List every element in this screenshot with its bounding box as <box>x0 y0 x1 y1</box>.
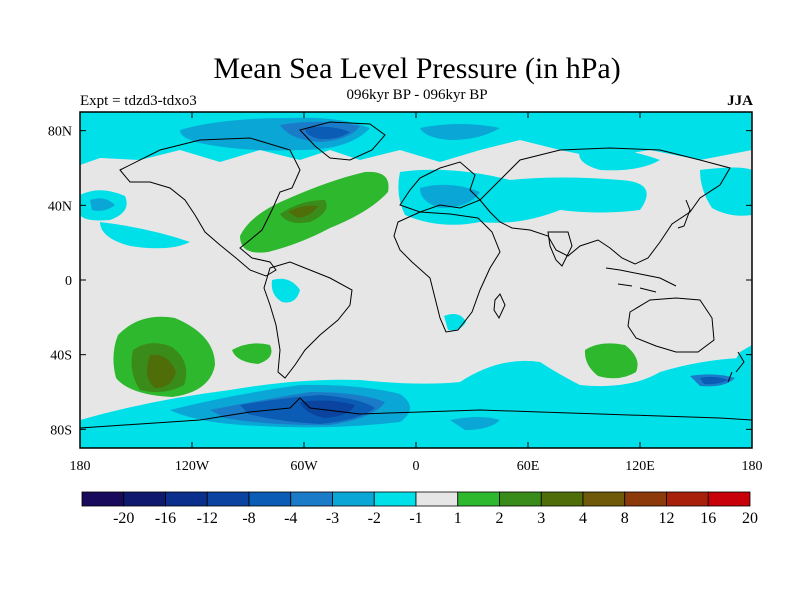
colorbar-label: 12 <box>659 510 675 527</box>
eurasia-anomaly <box>398 148 752 225</box>
colorbar-swatch <box>499 491 542 507</box>
period-label: 096kyr BP - 096kyr BP <box>346 87 488 103</box>
colorbar-label: -16 <box>155 510 176 527</box>
colorbar-swatch <box>540 491 584 507</box>
indian-ocean-anomaly <box>584 343 638 379</box>
colorbar-label: -20 <box>113 510 134 527</box>
colorbar-swatch <box>206 491 250 507</box>
colorbar-swatch <box>165 491 208 507</box>
colorbar-label: 4 <box>579 510 587 527</box>
colorbar-label: 3 <box>537 510 545 527</box>
colorbar-swatch <box>415 491 459 507</box>
colorbar-swatch <box>457 491 500 507</box>
map-field <box>80 112 752 448</box>
colorbar-swatch <box>123 491 166 507</box>
colorbar-label: -2 <box>368 510 381 527</box>
x-tick-label: 60W <box>290 459 318 474</box>
colorbar-label: 1 <box>454 510 462 527</box>
x-tick-label: 120E <box>625 459 655 474</box>
y-tick-label: 80S <box>50 423 72 438</box>
axes: 180 120W 60W 0 60E 120E 180 80N 40N 0 40S 80S <box>48 112 763 474</box>
colorbar-swatch <box>624 491 667 507</box>
y-tick-label: 40N <box>48 199 72 214</box>
colorbar-label: -3 <box>326 510 339 527</box>
tropical-atlantic-anomaly <box>271 278 300 303</box>
colorbar-label: 16 <box>700 510 716 527</box>
colorbar-swatch <box>332 491 375 507</box>
x-tick-label: 0 <box>413 459 420 474</box>
colorbar-label: -8 <box>242 510 255 527</box>
y-tick-label: 0 <box>65 274 72 289</box>
colorbar-label: -4 <box>284 510 297 527</box>
colorbar-label: -1 <box>409 510 422 527</box>
colorbar-swatch <box>666 491 709 507</box>
y-tick-label: 40S <box>50 349 72 364</box>
colorbar: -20 -16 -12 -8 -4 -3 -2 -1 1 2 3 4 8 12 16 20 <box>81 491 758 527</box>
colorbar-swatch <box>373 491 417 507</box>
season-label: JJA <box>727 93 753 109</box>
x-tick-label: 180 <box>742 459 763 474</box>
colorbar-swatch <box>248 491 292 507</box>
x-tick-label: 120W <box>175 459 210 474</box>
chart-title: Mean Sea Level Pressure (in hPa) <box>213 52 621 85</box>
colorbar-label: -12 <box>197 510 218 527</box>
colorbar-label: 2 <box>496 510 504 527</box>
coastlines <box>80 121 752 429</box>
colorbar-swatch <box>81 491 125 507</box>
north-atlantic-anomaly <box>240 171 389 253</box>
experiment-label: Expt = tdzd3-tdxo3 <box>80 93 197 109</box>
colorbar-swatch <box>290 491 333 507</box>
colorbar-swatch <box>582 491 626 507</box>
south-pacific-anomaly <box>113 316 215 397</box>
x-tick-label: 60E <box>517 459 540 474</box>
y-tick-label: 80N <box>48 125 72 140</box>
colorbar-label: 8 <box>621 510 629 527</box>
colorbar-swatch <box>707 491 751 507</box>
colorbar-label: 20 <box>742 510 758 527</box>
southern-ocean-anomaly <box>80 345 752 448</box>
x-tick-label: 180 <box>70 459 91 474</box>
